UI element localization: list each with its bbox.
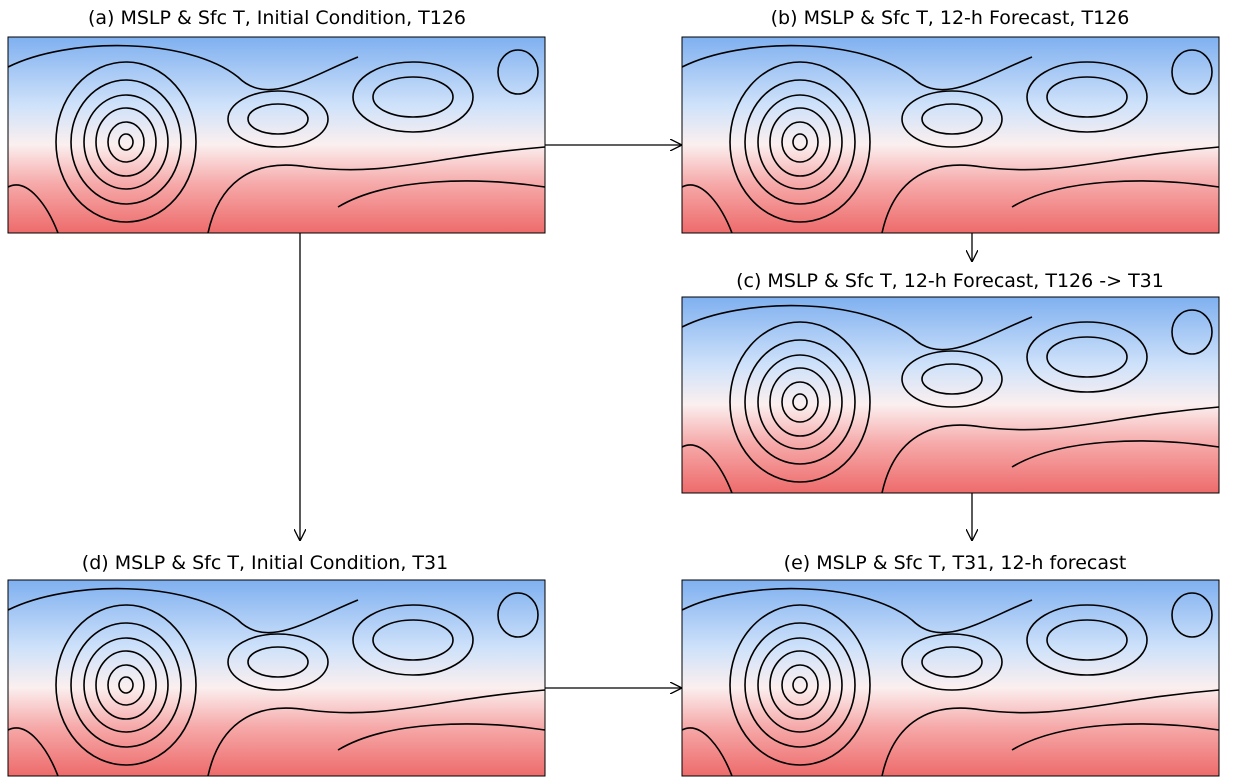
panel-title: (a) MSLP & Sfc T, Initial Condition, T12… xyxy=(88,7,466,29)
map xyxy=(681,36,1220,234)
panel-title: (b) MSLP & Sfc T, 12-h Forecast, T126 xyxy=(771,7,1130,29)
panel-title: (d) MSLP & Sfc T, Initial Condition, T31 xyxy=(82,552,448,574)
panel-b: (b) MSLP & Sfc T, 12-h Forecast, T126 xyxy=(681,7,1220,234)
map xyxy=(681,579,1220,777)
panel-e: (e) MSLP & Sfc T, T31, 12-h forecast xyxy=(681,552,1220,777)
map xyxy=(7,36,546,234)
map xyxy=(7,579,546,777)
panel-d: (d) MSLP & Sfc T, Initial Condition, T31 xyxy=(7,552,546,777)
panel-c: (c) MSLP & Sfc T, 12-h Forecast, T126 ->… xyxy=(681,270,1220,494)
panel-title: (c) MSLP & Sfc T, 12-h Forecast, T126 ->… xyxy=(736,270,1164,292)
panel-title: (e) MSLP & Sfc T, T31, 12-h forecast xyxy=(784,552,1127,574)
map xyxy=(681,296,1220,494)
panel-a: (a) MSLP & Sfc T, Initial Condition, T12… xyxy=(7,7,546,234)
